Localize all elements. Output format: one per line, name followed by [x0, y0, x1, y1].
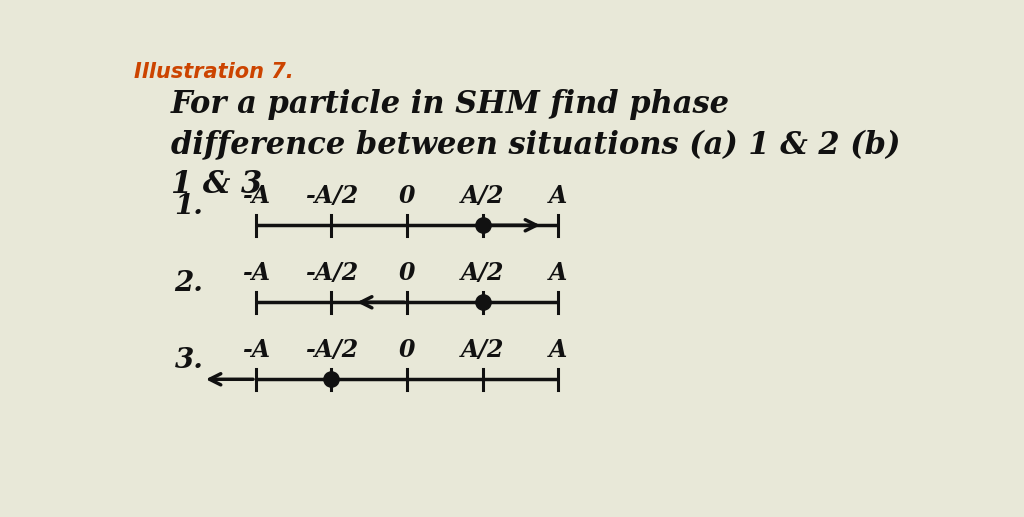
Text: Illustration 7.: Illustration 7. [134, 62, 294, 82]
Text: -A: -A [242, 185, 270, 208]
Text: A: A [549, 338, 567, 362]
Text: For a particle in SHM find phase: For a particle in SHM find phase [171, 89, 730, 120]
Text: A/2: A/2 [461, 338, 504, 362]
Text: -A/2: -A/2 [305, 185, 358, 208]
Text: -A: -A [242, 338, 270, 362]
Text: -A: -A [242, 261, 270, 285]
Text: A/2: A/2 [461, 261, 504, 285]
Text: 0: 0 [398, 338, 416, 362]
Text: A/2: A/2 [461, 185, 504, 208]
Text: -A/2: -A/2 [305, 338, 358, 362]
Text: 0: 0 [398, 185, 416, 208]
Text: 3.: 3. [174, 346, 204, 373]
Text: -A/2: -A/2 [305, 261, 358, 285]
Text: 2.: 2. [174, 269, 204, 297]
Text: difference between situations (a) 1 & 2 (b): difference between situations (a) 1 & 2 … [171, 129, 900, 160]
Text: 1.: 1. [174, 192, 204, 220]
Text: 0: 0 [398, 261, 416, 285]
Text: A: A [549, 185, 567, 208]
Text: 1 & 3: 1 & 3 [171, 169, 262, 200]
Text: A: A [549, 261, 567, 285]
